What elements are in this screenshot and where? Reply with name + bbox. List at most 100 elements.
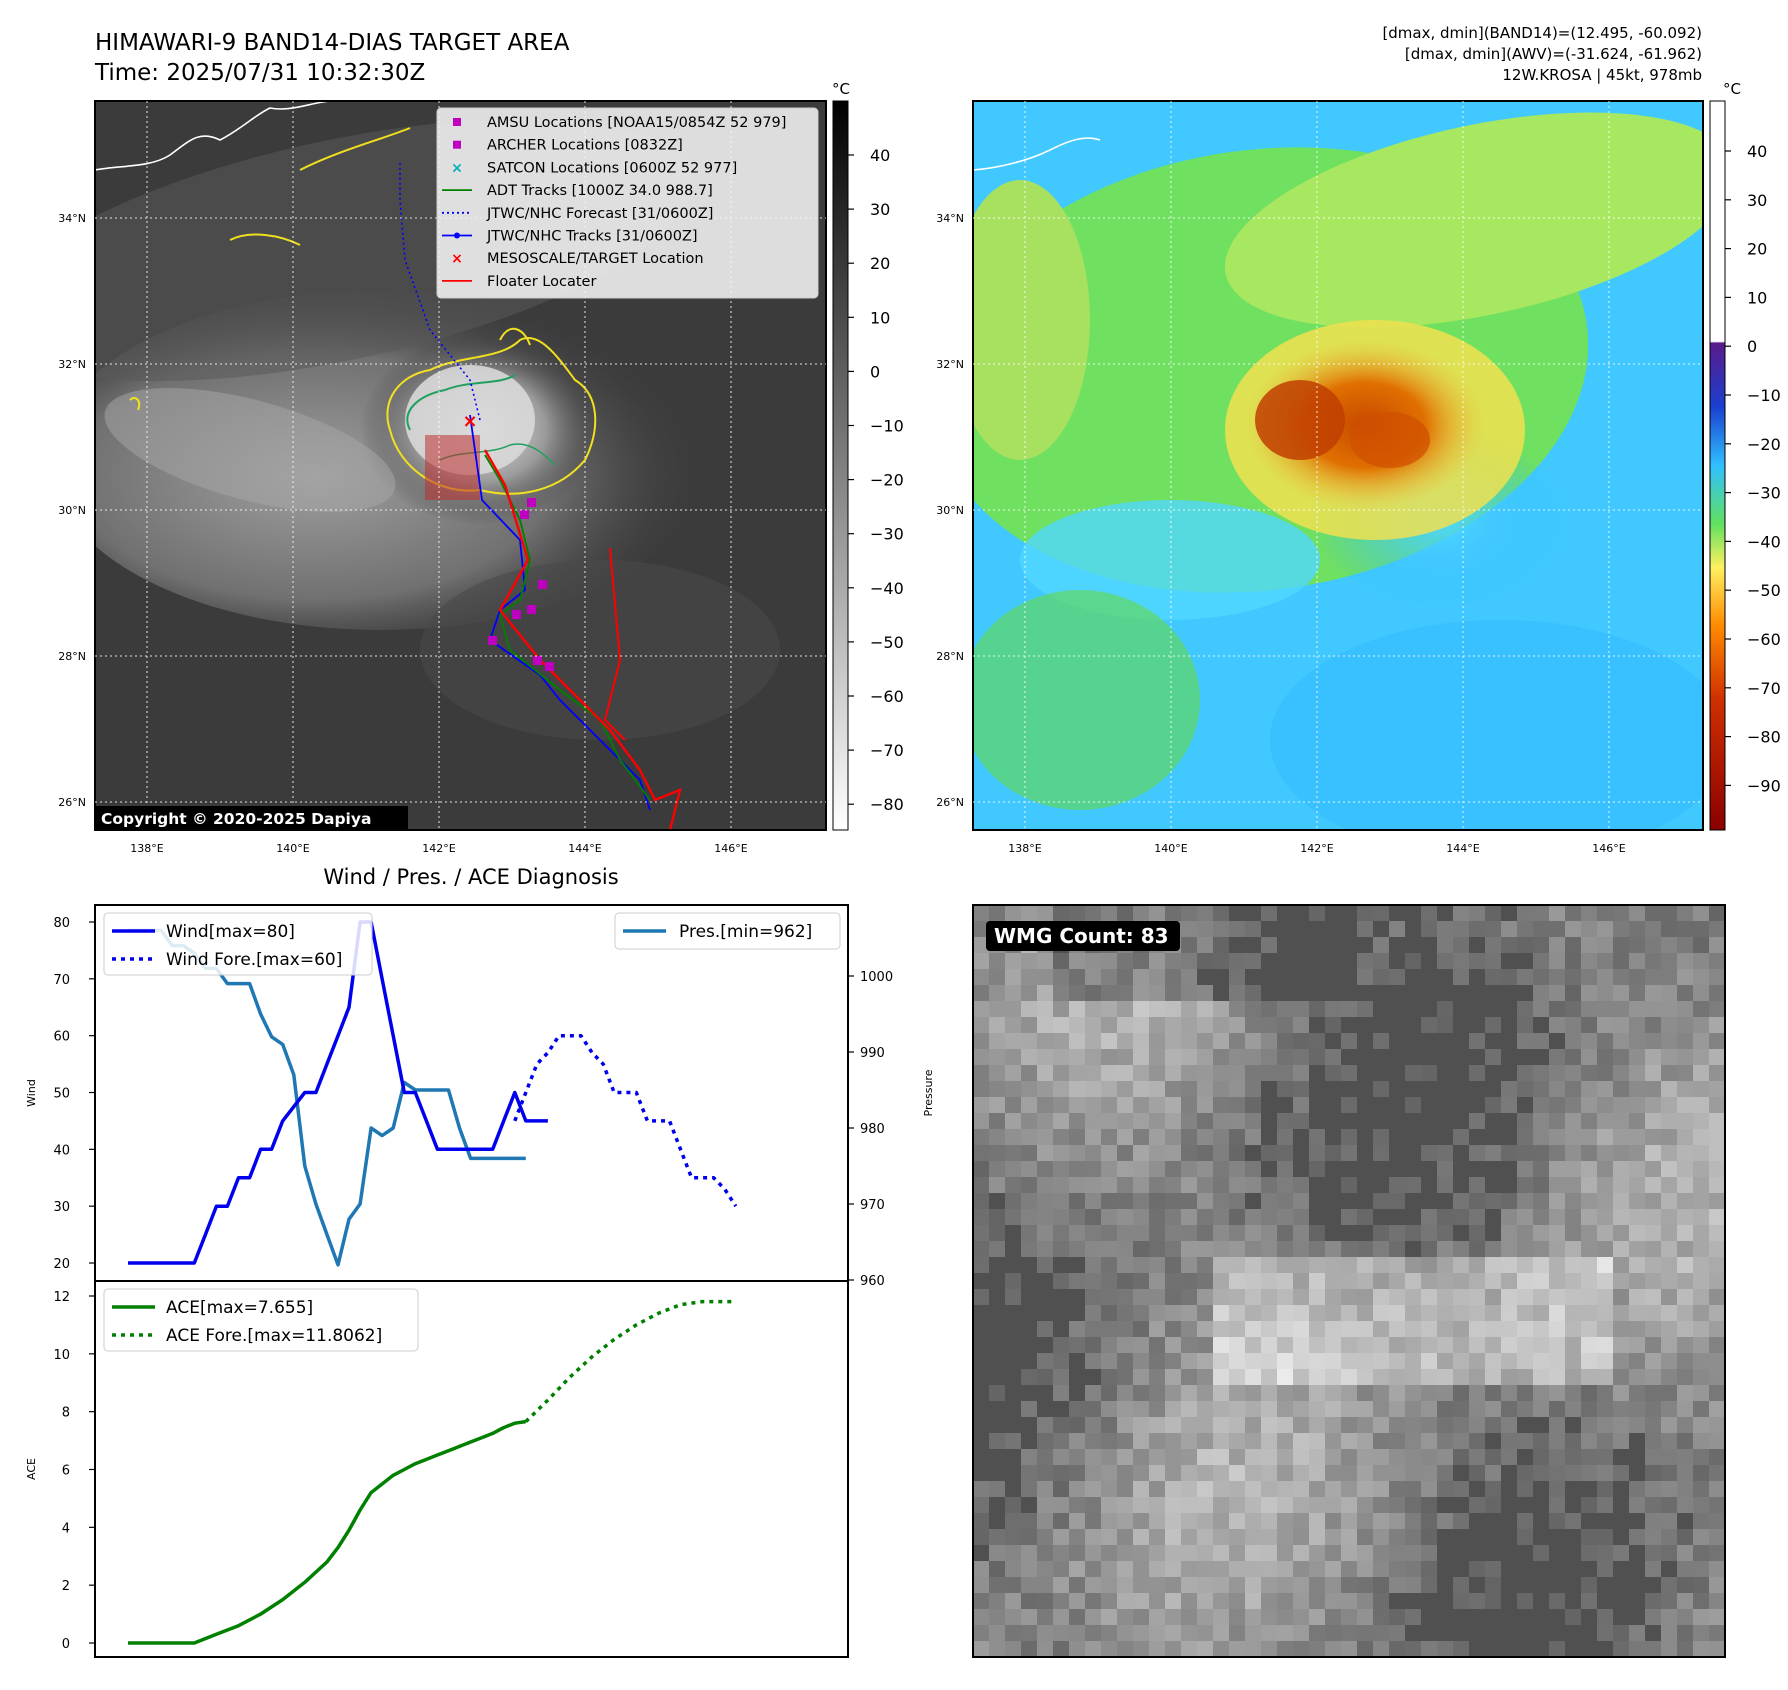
series-line-ace-fore--1 xyxy=(524,1299,736,1423)
wv-colorbar-tick-label-9: −50 xyxy=(1747,581,1781,600)
wv-colorbar: °C 40 30 20 10 0 −10 −20 −30 −40 −50 −60 −70 −80 −90 xyxy=(1709,80,1781,831)
legend-item-0: AMSU Locations [NOAA15/0854Z 52 979] xyxy=(453,115,786,131)
wv-colorbar-tick-label-13: −90 xyxy=(1747,776,1781,795)
wmg-count-badge xyxy=(986,921,1180,951)
svg-text:138°E: 138°E xyxy=(130,842,163,855)
wmg-panel: WMG Count: 83 xyxy=(972,904,1726,1658)
svg-text:144°E: 144°E xyxy=(1446,842,1479,855)
legend-ace-fore-label: ACE Fore.[max=11.8062] xyxy=(166,1326,382,1346)
copyright-badge xyxy=(96,806,408,830)
wv-colorbar-tick-label-12: −80 xyxy=(1747,728,1781,747)
legend-label-0: AMSU Locations [NOAA15/0854Z 52 979] xyxy=(487,115,786,131)
pressure-axis-tick-label-2: 980 xyxy=(860,1122,885,1137)
series-line-wind-fore--1 xyxy=(513,1033,738,1208)
legend-label-5: JTWC/NHC Tracks [31/0600Z] xyxy=(486,229,698,245)
ir-colorbar-tick-label-3: 10 xyxy=(870,308,890,327)
legend-item-6: × MESOSCALE/TARGET Location xyxy=(451,251,703,267)
svg-text:28°N: 28°N xyxy=(58,650,86,663)
wv-imagery xyxy=(973,101,1703,830)
legend-item-1: ARCHER Locations [0832Z] xyxy=(453,138,683,154)
svg-text:26°N: 26°N xyxy=(936,796,964,809)
ace-axis-tick-label-3: 6 xyxy=(62,1464,70,1479)
ir-lat-labels: 34°N 32°N 30°N 28°N 26°N xyxy=(58,212,86,809)
info-band14: [dmax, dmin](BAND14)=(12.495, -60.092) xyxy=(1382,24,1702,42)
svg-text:34°N: 34°N xyxy=(936,212,964,225)
wind-pressure-axes: 80 70 60 50 40 30 20 1000 990 980 970 960 Wind Pre… xyxy=(25,904,935,1289)
wv-colorbar-tick-label-0: 40 xyxy=(1747,142,1767,161)
wv-colorbar-tick-label-4: 0 xyxy=(1747,337,1757,356)
svg-text:140°E: 140°E xyxy=(276,842,309,855)
svg-text:×: × xyxy=(451,251,463,267)
wv-map-panel: 34°N 32°N 30°N 28°N 26°N 138°E 140°E 142… xyxy=(936,80,1781,855)
svg-text:32°N: 32°N xyxy=(58,358,86,371)
wv-lat-labels: 34°N 32°N 30°N 28°N 26°N xyxy=(936,212,964,809)
copyright-text: Copyright © 2020-2025 Dapiya xyxy=(101,810,371,828)
wind-axis-tick-label-3: 50 xyxy=(53,1087,70,1102)
diagnosis-title: Wind / Pres. / ACE Diagnosis xyxy=(323,865,618,889)
pressure-ylabel: Pressure xyxy=(922,1069,935,1116)
svg-text:30°N: 30°N xyxy=(936,504,964,517)
ace-axis-tick-label-0: 12 xyxy=(53,1290,70,1305)
ir-colorbar-tick-label-9: −50 xyxy=(870,633,904,652)
ace-axis-tick-label-4: 4 xyxy=(62,1521,70,1536)
svg-text:34°N: 34°N xyxy=(58,212,86,225)
wv-colorbar-tick-label-2: 20 xyxy=(1747,240,1767,259)
wv-colorbar-tick-label-6: −20 xyxy=(1747,435,1781,454)
wind-legend: Wind[max=80] Wind Fore.[max=60] xyxy=(103,912,373,976)
wv-colorbar-tick-label-8: −40 xyxy=(1747,532,1781,551)
pressure-legend: Pres.[min=962] xyxy=(614,912,841,950)
legend-item-4: JTWC/NHC Forecast [31/0600Z] xyxy=(442,206,713,222)
pressure-axis-tick-label-0: 1000 xyxy=(860,970,893,985)
wind-axis-tick-label-1: 70 xyxy=(53,973,70,988)
wv-colorbar-unit: °C xyxy=(1723,80,1741,98)
svg-text:142°E: 142°E xyxy=(422,842,455,855)
legend-item-7: Floater Locater xyxy=(442,274,596,290)
info-storm: 12W.KROSA | 45kt, 978mb xyxy=(1502,66,1702,84)
ir-colorbar-tick-label-4: 0 xyxy=(870,362,880,381)
wv-colorbar-tick-label-7: −30 xyxy=(1747,484,1781,503)
legend-label-2: SATCON Locations [0600Z 52 977] xyxy=(487,160,737,176)
svg-text:32°N: 32°N xyxy=(936,358,964,371)
series-line-ace-0 xyxy=(128,1419,527,1645)
legend-ace-label: ACE[max=7.655] xyxy=(166,1298,313,1318)
ir-colorbar-tick-label-0: 40 xyxy=(870,146,890,165)
wind-axis-tick-label-6: 20 xyxy=(53,1257,70,1272)
figure-time: Time: 2025/07/31 10:32:30Z xyxy=(94,60,425,86)
legend-item-2: × SATCON Locations [0600Z 52 977] xyxy=(451,160,737,176)
wv-colorbar-tick-label-5: −10 xyxy=(1747,386,1781,405)
svg-text:26°N: 26°N xyxy=(58,796,86,809)
legend-label-6: MESOSCALE/TARGET Location xyxy=(487,251,704,267)
wmg-count-label: WMG Count: 83 xyxy=(994,924,1169,948)
ir-colorbar-tick-label-10: −60 xyxy=(870,687,904,706)
legend-wind-fore-label: Wind Fore.[max=60] xyxy=(166,950,342,970)
legend-wind-label: Wind[max=80] xyxy=(166,922,295,942)
legend-item-5: JTWC/NHC Tracks [31/0600Z] xyxy=(442,229,698,245)
info-awv: [dmax, dmin](AWV)=(-31.624, -61.962) xyxy=(1405,45,1702,63)
svg-text:×: × xyxy=(462,411,477,432)
wv-colorbar-tick-label-1: 30 xyxy=(1747,191,1767,210)
pressure-axis-tick-label-4: 960 xyxy=(860,1274,885,1289)
ir-legend: AMSU Locations [NOAA15/0854Z 52 979] ARCH… xyxy=(436,107,819,299)
ir-colorbar-unit: °C xyxy=(832,80,850,98)
svg-text:×: × xyxy=(451,160,463,176)
svg-text:28°N: 28°N xyxy=(936,650,964,663)
ace-axis-tick-label-1: 10 xyxy=(53,1348,70,1363)
svg-text:140°E: 140°E xyxy=(1154,842,1187,855)
wv-colorbar-tick-label-10: −60 xyxy=(1747,630,1781,649)
legend-label-4: JTWC/NHC Forecast [31/0600Z] xyxy=(486,206,713,222)
wind-axis-tick-label-5: 30 xyxy=(53,1200,70,1215)
ir-colorbar-tick-label-8: −40 xyxy=(870,579,904,598)
svg-text:138°E: 138°E xyxy=(1008,842,1041,855)
ir-colorbar-tick-label-12: −80 xyxy=(870,795,904,814)
ir-lon-labels: 138°E 140°E 142°E 144°E 146°E xyxy=(130,842,747,855)
ace-axis-tick-label-5: 2 xyxy=(62,1579,70,1594)
ace-legend: ACE[max=7.655] ACE Fore.[max=11.8062] xyxy=(103,1288,419,1352)
ir-colorbar-tick-label-7: −30 xyxy=(870,525,904,544)
ace-axis-tick-label-6: 0 xyxy=(62,1637,70,1652)
svg-text:146°E: 146°E xyxy=(1592,842,1625,855)
ace-axes: 12 10 8 6 4 2 0 ACE ACE[max=7.655] ACE Fore.[m… xyxy=(25,1280,849,1658)
pressure-axis-tick-label-1: 990 xyxy=(860,1046,885,1061)
wv-colorbar-tick-label-11: −70 xyxy=(1747,679,1781,698)
svg-text:30°N: 30°N xyxy=(58,504,86,517)
